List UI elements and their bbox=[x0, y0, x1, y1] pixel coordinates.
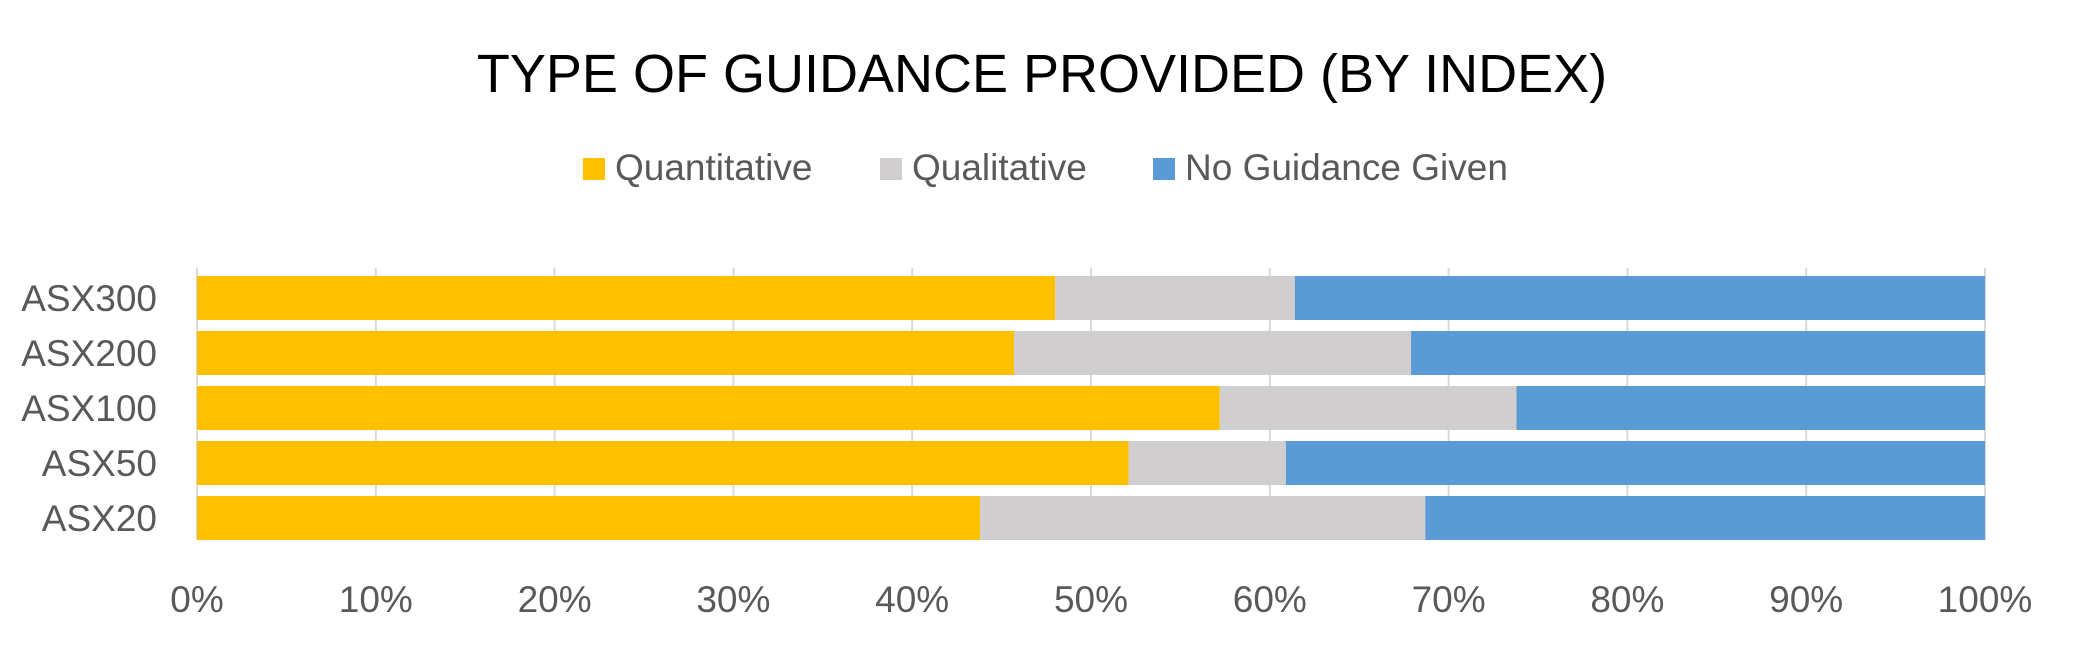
legend-label: Qualitative bbox=[912, 147, 1087, 188]
category-label: ASX300 bbox=[21, 278, 157, 319]
x-tick-label: 50% bbox=[1054, 579, 1128, 620]
legend-item-quantitative: Quantitative bbox=[583, 147, 812, 188]
bar-asx100-quantitative bbox=[197, 386, 1220, 430]
legend-swatch bbox=[1153, 158, 1175, 180]
legend-label: Quantitative bbox=[615, 147, 812, 188]
category-label: ASX50 bbox=[42, 443, 157, 484]
x-axis-tick-labels: 0% 10% 20% 30% 40% 50% 60% 70% 80% 90% 100% bbox=[170, 579, 2032, 620]
chart-title: TYPE OF GUIDANCE PROVIDED (BY INDEX) bbox=[477, 44, 1607, 104]
category-label: ASX100 bbox=[21, 388, 157, 429]
bar-asx200-no-guidance-given bbox=[1411, 331, 1985, 375]
x-tick-label: 70% bbox=[1412, 579, 1486, 620]
bar-asx50-qualitative bbox=[1128, 441, 1286, 485]
x-tick-label: 40% bbox=[875, 579, 949, 620]
bar-asx200-qualitative bbox=[1014, 331, 1412, 375]
x-tick-label: 20% bbox=[518, 579, 592, 620]
bar-asx20-no-guidance-given bbox=[1425, 496, 1985, 540]
legend-item-qualitative: Qualitative bbox=[880, 147, 1087, 188]
legend-label: No Guidance Given bbox=[1185, 147, 1508, 188]
legend: Quantitative Qualitative No Guidance Given bbox=[583, 147, 1508, 188]
legend-swatch bbox=[583, 158, 605, 180]
x-tick-label: 10% bbox=[339, 579, 413, 620]
legend-item-no-guidance-given: No Guidance Given bbox=[1153, 147, 1508, 188]
x-tick-label: 100% bbox=[1938, 579, 2033, 620]
x-tick-label: 30% bbox=[696, 579, 770, 620]
x-tick-label: 60% bbox=[1233, 579, 1307, 620]
bar-asx300-no-guidance-given bbox=[1294, 276, 1985, 320]
x-tick-label: 80% bbox=[1590, 579, 1664, 620]
bar-asx100-qualitative bbox=[1219, 386, 1517, 430]
category-labels: ASX300 ASX200 ASX100 ASX50 ASX20 bbox=[21, 278, 157, 539]
bars bbox=[197, 276, 1985, 540]
bar-asx20-qualitative bbox=[980, 496, 1426, 540]
bar-asx300-quantitative bbox=[197, 276, 1056, 320]
x-tick-label: 90% bbox=[1769, 579, 1843, 620]
category-label: ASX200 bbox=[21, 333, 157, 374]
legend-swatch bbox=[880, 158, 902, 180]
bar-asx50-quantitative bbox=[197, 441, 1129, 485]
bar-asx300-qualitative bbox=[1055, 276, 1295, 320]
bar-asx200-quantitative bbox=[197, 331, 1015, 375]
x-tick-label: 0% bbox=[170, 579, 223, 620]
bar-asx50-no-guidance-given bbox=[1285, 441, 1985, 485]
bar-asx100-no-guidance-given bbox=[1516, 386, 1985, 430]
bar-asx20-quantitative bbox=[197, 496, 981, 540]
category-label: ASX20 bbox=[42, 498, 157, 539]
